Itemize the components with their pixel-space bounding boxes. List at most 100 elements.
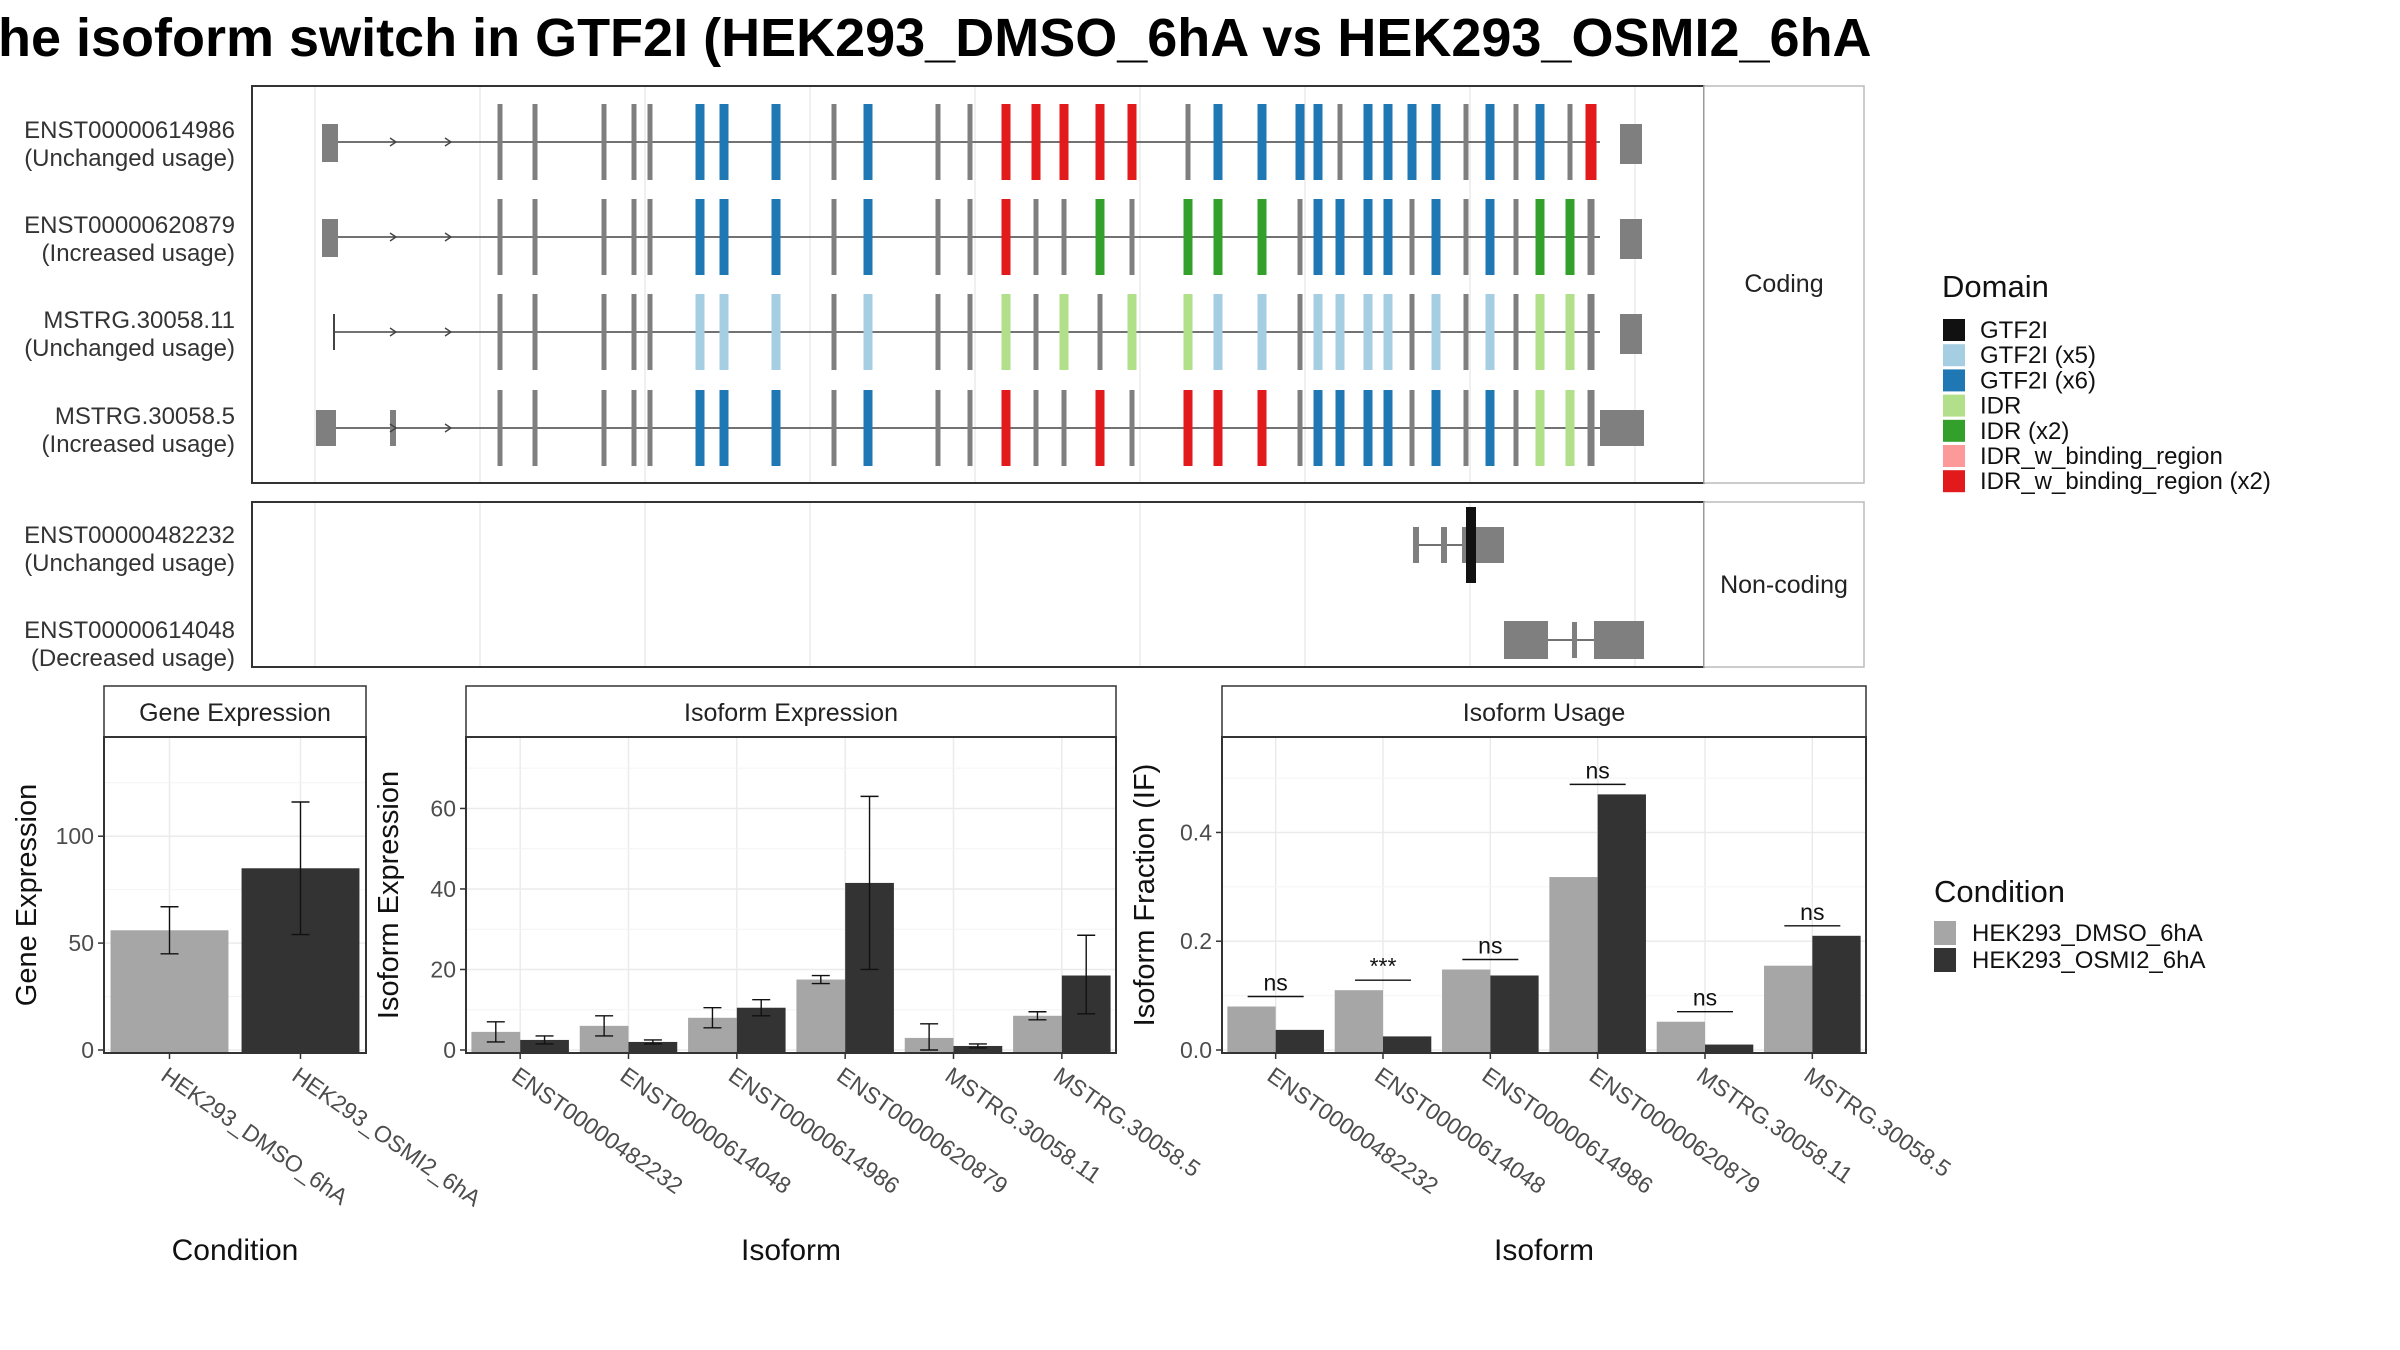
domain-legend-swatch bbox=[1943, 470, 1965, 493]
exon bbox=[719, 199, 729, 275]
exon bbox=[1413, 527, 1419, 563]
exon bbox=[771, 199, 781, 275]
exon bbox=[1535, 390, 1545, 466]
exon bbox=[967, 294, 973, 370]
exon bbox=[1409, 390, 1415, 466]
bar bbox=[1812, 935, 1861, 1053]
exon bbox=[1335, 390, 1345, 466]
exon bbox=[601, 294, 607, 370]
exon bbox=[1535, 199, 1545, 275]
exon bbox=[1513, 294, 1519, 370]
y-tick-label: 20 bbox=[430, 956, 456, 982]
exon bbox=[497, 199, 503, 275]
exon bbox=[532, 199, 538, 275]
exon bbox=[1463, 104, 1469, 180]
exon bbox=[497, 294, 503, 370]
significance-label: *** bbox=[1370, 953, 1397, 979]
exon bbox=[1031, 104, 1041, 180]
exon bbox=[532, 390, 538, 466]
exon bbox=[695, 294, 705, 370]
exon bbox=[1565, 390, 1575, 466]
x-axis-title: Isoform bbox=[1494, 1234, 1594, 1267]
exon bbox=[1535, 294, 1545, 370]
utr-exon bbox=[316, 410, 336, 446]
exon bbox=[1466, 507, 1476, 583]
exon bbox=[935, 294, 941, 370]
domain-legend-swatch bbox=[1943, 419, 1965, 442]
panel-title: Isoform Usage bbox=[1463, 699, 1626, 727]
exon bbox=[631, 294, 637, 370]
exon bbox=[631, 104, 637, 180]
domain-legend-label: IDR bbox=[1980, 393, 2021, 420]
bar bbox=[1227, 1006, 1276, 1053]
bar bbox=[1383, 1036, 1432, 1053]
bar bbox=[1705, 1044, 1754, 1053]
domain-legend-label: IDR (x2) bbox=[1980, 418, 2069, 445]
exon bbox=[1409, 199, 1415, 275]
bar bbox=[953, 1045, 1003, 1053]
exon bbox=[532, 104, 538, 180]
y-axis-title: Isoform Expression bbox=[373, 771, 405, 1019]
bar bbox=[1013, 1015, 1062, 1053]
exon bbox=[771, 294, 781, 370]
bar bbox=[520, 1039, 569, 1053]
transcript-usage: (Unchanged usage) bbox=[24, 145, 235, 172]
y-tick-label: 0.2 bbox=[1180, 928, 1212, 954]
domain-legend-label: GTF2I (x6) bbox=[1980, 367, 2096, 394]
exon bbox=[1129, 390, 1135, 466]
exon bbox=[1033, 294, 1039, 370]
exon bbox=[1097, 294, 1103, 370]
utr-exon bbox=[1594, 621, 1644, 659]
transcript-name: MSTRG.30058.5 bbox=[55, 403, 235, 430]
exon bbox=[1462, 527, 1468, 563]
exon bbox=[601, 104, 607, 180]
exon bbox=[863, 390, 873, 466]
x-tick-label: ENST00000620879 bbox=[1585, 1062, 1765, 1199]
significance-label: ns bbox=[1586, 757, 1610, 783]
exon bbox=[1095, 390, 1105, 466]
exon bbox=[1363, 390, 1373, 466]
bar bbox=[1597, 794, 1646, 1053]
exon bbox=[631, 390, 637, 466]
exon bbox=[497, 104, 503, 180]
panel-strip bbox=[465, 685, 1117, 738]
exon bbox=[1059, 104, 1069, 180]
exon bbox=[831, 390, 837, 466]
panel-border bbox=[103, 736, 367, 1054]
utr-exon bbox=[322, 219, 338, 257]
exon bbox=[1363, 294, 1373, 370]
significance-label: ns bbox=[1693, 985, 1717, 1011]
transcript-name: ENST00000620879 bbox=[24, 212, 235, 239]
exon bbox=[1183, 199, 1193, 275]
domain-legend-label: GTF2I (x5) bbox=[1980, 342, 2096, 369]
exon bbox=[1485, 294, 1495, 370]
significance-label: ns bbox=[1478, 933, 1502, 959]
domain-legend-label: IDR_w_binding_region bbox=[1980, 443, 2223, 470]
bar bbox=[628, 1041, 678, 1053]
exon bbox=[601, 199, 607, 275]
exon bbox=[1033, 199, 1039, 275]
exon bbox=[1127, 104, 1137, 180]
domain-legend-title: Domain bbox=[1942, 269, 2049, 304]
bar bbox=[1442, 969, 1491, 1053]
exon bbox=[1337, 104, 1343, 180]
domain-legend-swatch bbox=[1943, 344, 1965, 367]
exon bbox=[1431, 390, 1441, 466]
exon bbox=[1061, 199, 1067, 275]
bar bbox=[1334, 990, 1383, 1053]
significance-label: ns bbox=[1264, 969, 1288, 995]
significance-label: ns bbox=[1800, 899, 1824, 925]
chart-panel: Isoform Usage 0.0 0.2 0.4 ns *** ns ns ns ns ENST0… bbox=[1129, 685, 1956, 1267]
plot-area bbox=[466, 737, 1116, 1053]
exon bbox=[1565, 199, 1575, 275]
facet-label-coding: Coding bbox=[1744, 270, 1823, 298]
exon bbox=[647, 294, 653, 370]
y-tick-label: 0.4 bbox=[1180, 819, 1212, 845]
bar-chart-panels: Gene Expression050100HEK293_DMSO_6hAHEK2… bbox=[11, 685, 1956, 1267]
exon bbox=[1485, 199, 1495, 275]
exon bbox=[1513, 104, 1519, 180]
exon bbox=[1257, 294, 1267, 370]
condition-legend-label: HEK293_DMSO_6hA bbox=[1972, 920, 2203, 947]
bar bbox=[796, 979, 846, 1053]
